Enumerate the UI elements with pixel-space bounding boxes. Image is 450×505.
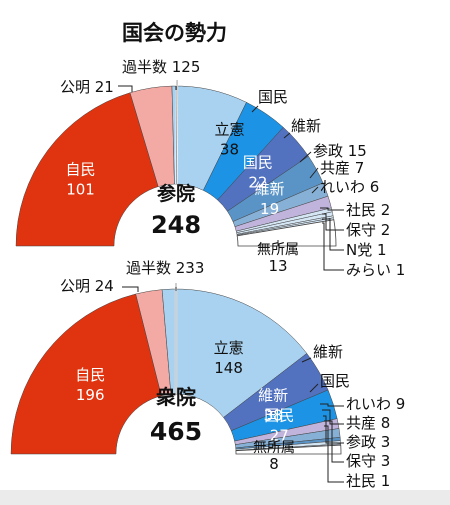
upper-cdp-name-label: 立憲 [214, 120, 244, 138]
upper-reiwa-label: れいわ 6 [320, 178, 379, 196]
upper-komeito-leader [118, 85, 133, 92]
upper-ishin-label: 維新 [291, 117, 321, 135]
lower-sanseito-leader [323, 415, 344, 444]
lower-komeito-label: 公明 24 [60, 277, 114, 295]
lower-sdp-leader [324, 425, 344, 483]
upper-jcp-leader [309, 167, 319, 179]
upper-ldp-value-label: 101 [66, 181, 95, 199]
upper-ishin-name-label: 維新 [255, 180, 285, 198]
upper-dpfp-label: 国民 [258, 88, 288, 106]
lower-sanseito-label: 参政 3 [346, 433, 390, 451]
lower-ldp-name-label: 自民 [75, 366, 105, 384]
upper-sanseito-label: 参政 15 [313, 142, 367, 160]
lower-ishin-leader [301, 357, 312, 363]
upper-reiwa-leader [311, 186, 319, 194]
lower-cdp-segment [161, 288, 308, 418]
footer-band [0, 490, 450, 505]
upper-jcp-label: 共産 7 [320, 159, 364, 177]
lower-independents-value-label: 8 [269, 455, 279, 473]
upper-ishin-value-label: 19 [260, 200, 279, 218]
upper-total-label: 248 [151, 211, 201, 239]
lower-conservative-leader [324, 420, 344, 463]
lower-dpfp-label: 国民 [320, 372, 350, 390]
upper-conservative-label: 保守 2 [346, 221, 390, 239]
upper-cdp-value-label: 38 [220, 140, 239, 158]
upper-majority-label: 過半数 125 [122, 58, 200, 76]
upper-dpfp-name-label: 国民 [243, 154, 273, 172]
lower-dpfp-name-label: 国民 [264, 406, 294, 424]
lower-ldp-value-label: 196 [76, 386, 105, 404]
lower-sdp-label: 社民 1 [346, 472, 390, 490]
upper-independents-name-label: 無所属 [257, 242, 299, 258]
lower-independents-segment [235, 444, 342, 455]
lower-conservative-label: 保守 3 [346, 452, 390, 470]
lower-cdp-name-label: 立憲 [214, 339, 244, 357]
upper-independents-value-label: 13 [268, 257, 287, 275]
lower-cdp-value-label: 148 [214, 359, 243, 377]
upper-komeito-label: 公明 21 [60, 78, 114, 96]
lower-reiwa-leader [320, 403, 344, 407]
upper-ishin-leader [283, 132, 291, 139]
lower-komeito-leader [122, 286, 139, 292]
upper-ldp-name-label: 自民 [66, 161, 96, 179]
lower-total-label: 465 [150, 417, 202, 446]
upper-majority-line-edge [175, 80, 178, 185]
lower-chamber-label: 衆院 [156, 385, 196, 409]
upper-n-party-leader [322, 218, 344, 251]
upper-mirai-label: みらい 1 [346, 261, 405, 279]
upper-independents-segment [236, 219, 337, 247]
upper-sdp-leader [320, 207, 344, 211]
lower-reiwa-label: れいわ 9 [346, 395, 405, 413]
upper-chamber-label: 参院 [157, 182, 195, 205]
lower-jcp-leader [322, 409, 344, 425]
lower-independents-name-label: 無所属 [253, 440, 295, 456]
upper-n-party-label: N党 1 [346, 241, 387, 259]
upper-mirai-leader [322, 222, 344, 271]
upper-sdp-label: 社民 2 [346, 201, 390, 219]
lower-ishin-label: 維新 [313, 343, 343, 361]
lower-dpfp-leader [309, 383, 319, 393]
upper-conservative-leader [322, 213, 344, 231]
upper-dpfp-leader [251, 105, 259, 113]
upper-sanseito-leader [299, 151, 312, 163]
lower-dpfp-value-label: 27 [270, 426, 289, 444]
lower-ishin-name-label: 維新 [258, 386, 288, 404]
lower-ldp-segment [10, 293, 162, 455]
lower-majority-label: 過半数 233 [126, 259, 204, 277]
chart-title: 国会の勢力 [122, 21, 227, 45]
upper-ldp-segment [15, 92, 159, 247]
upper-dpfp-value-label: 22 [248, 174, 267, 192]
lower-ishin-value-label: 38 [264, 406, 283, 424]
lower-jcp-label: 共産 8 [346, 414, 390, 432]
